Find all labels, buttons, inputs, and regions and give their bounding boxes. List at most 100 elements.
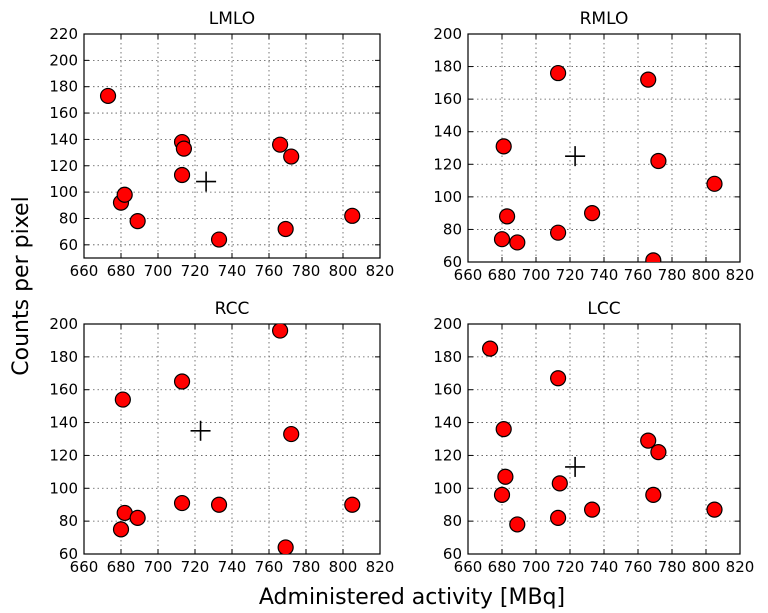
- data-point: [645, 252, 662, 262]
- x-tick-label: 820: [366, 558, 395, 576]
- y-tick-label: 160: [49, 104, 78, 122]
- panel-title-rmlo: RMLO: [580, 9, 629, 29]
- panel-rmlo: 660 680 700 720 740 760 780 800 820 60 80 100 120 140…: [433, 9, 754, 284]
- x-axis-label: Administered activity [MBq]: [259, 585, 565, 610]
- data-point: [645, 486, 662, 503]
- x-tick-label: 700: [522, 266, 551, 284]
- x-tick-label: 780: [658, 558, 687, 576]
- mean-marker-rcc: [190, 420, 211, 441]
- data-point: [493, 231, 511, 248]
- x-tick-label: 740: [590, 266, 619, 284]
- y-tick-label: 120: [433, 155, 462, 173]
- x-tick-label: 780: [658, 266, 687, 284]
- y-tick-label: 80: [59, 512, 78, 530]
- x-tick-label: 800: [692, 558, 721, 576]
- data-point: [551, 475, 568, 492]
- x-tick-label: 760: [624, 266, 653, 284]
- points-lcc: [482, 340, 723, 533]
- y-tick-label: 160: [49, 381, 78, 399]
- x-tick-label: 680: [107, 558, 136, 576]
- x-tick-label: 700: [144, 262, 173, 280]
- x-tick-label: 720: [556, 266, 585, 284]
- y-tick-label: 60: [59, 236, 78, 254]
- x-tick-label: 820: [726, 266, 755, 284]
- x-tick-label: 820: [366, 262, 395, 280]
- y-tick-label: 200: [433, 25, 462, 43]
- y-tick-label: 160: [433, 90, 462, 108]
- data-point: [583, 501, 601, 518]
- data-point: [509, 516, 526, 533]
- x-tick-label: 760: [255, 262, 284, 280]
- y-tick-label: 200: [433, 315, 462, 333]
- x-tick-label: 680: [488, 558, 517, 576]
- y-tick-label: 140: [433, 123, 462, 141]
- mean-marker-lmlo: [196, 171, 217, 192]
- x-tick-label: 720: [181, 558, 210, 576]
- data-point: [210, 231, 228, 248]
- data-point: [640, 432, 657, 449]
- plot-frame-lcc: [467, 323, 741, 555]
- data-point: [650, 152, 667, 170]
- data-point: [499, 208, 516, 225]
- data-point: [283, 425, 300, 443]
- points-rcc: [112, 324, 361, 554]
- data-point: [272, 136, 289, 153]
- y-tick-label: 60: [59, 545, 78, 563]
- panel-rcc: 660 680 700 720 740 760 780 800 820 60 80 100 120 140…: [49, 299, 394, 576]
- data-point: [509, 234, 526, 251]
- data-point: [116, 186, 133, 203]
- y-tick-label: 200: [49, 315, 78, 333]
- y-tick-label: 180: [433, 58, 462, 76]
- points-rmlo: [493, 64, 723, 262]
- data-point: [495, 421, 512, 438]
- data-point: [583, 205, 601, 222]
- data-point: [706, 175, 723, 192]
- y-tick-label: 140: [49, 414, 78, 432]
- x-tick-label: 680: [488, 266, 517, 284]
- y-tick-label: 220: [49, 25, 78, 43]
- y-tick-label: 200: [49, 51, 78, 69]
- data-point: [706, 501, 723, 518]
- data-point: [210, 496, 228, 513]
- panel-title-rcc: RCC: [215, 299, 250, 319]
- x-tick-label: 780: [292, 262, 321, 280]
- x-tick-label: 660: [454, 558, 483, 576]
- data-point: [549, 224, 567, 241]
- data-point: [99, 87, 117, 105]
- x-tick-label: 680: [107, 262, 136, 280]
- y-tick-label: 120: [49, 157, 78, 175]
- data-point: [173, 373, 191, 390]
- data-point: [277, 539, 294, 554]
- y-tick-label: 180: [433, 348, 462, 366]
- y-tick-label: 180: [49, 348, 78, 366]
- data-point: [497, 468, 514, 485]
- x-tick-label: 820: [726, 558, 755, 576]
- y-tick-label: 100: [433, 188, 462, 206]
- x-tick-label: 700: [522, 558, 551, 576]
- data-point: [549, 64, 567, 82]
- panel-lcc: 660 680 700 720 740 760 780 800 820 60 80 100 120 140…: [433, 299, 754, 576]
- mean-marker-rmlo: [565, 146, 586, 167]
- data-point: [495, 138, 512, 155]
- y-tick-label: 140: [49, 130, 78, 148]
- data-point: [129, 509, 146, 526]
- x-tick-label: 660: [70, 262, 99, 280]
- panel-lmlo: 660 680 700 720 740 760 780 800 820 60 80 100 120 140…: [49, 9, 394, 280]
- data-point: [493, 486, 511, 503]
- data-point: [344, 207, 361, 224]
- points-lmlo: [99, 87, 361, 248]
- y-tick-label: 100: [433, 479, 462, 497]
- y-tick-label: 120: [49, 446, 78, 464]
- x-tick-label: 700: [144, 558, 173, 576]
- y-axis-label: Counts per pixel: [9, 196, 34, 375]
- x-tick-label: 740: [218, 558, 247, 576]
- x-tick-label: 800: [329, 262, 358, 280]
- data-point: [549, 370, 567, 387]
- data-point: [272, 324, 289, 339]
- y-tick-label: 80: [59, 209, 78, 227]
- data-point: [549, 509, 567, 526]
- data-point: [175, 140, 192, 157]
- x-tick-label: 660: [70, 558, 99, 576]
- data-point: [173, 166, 191, 184]
